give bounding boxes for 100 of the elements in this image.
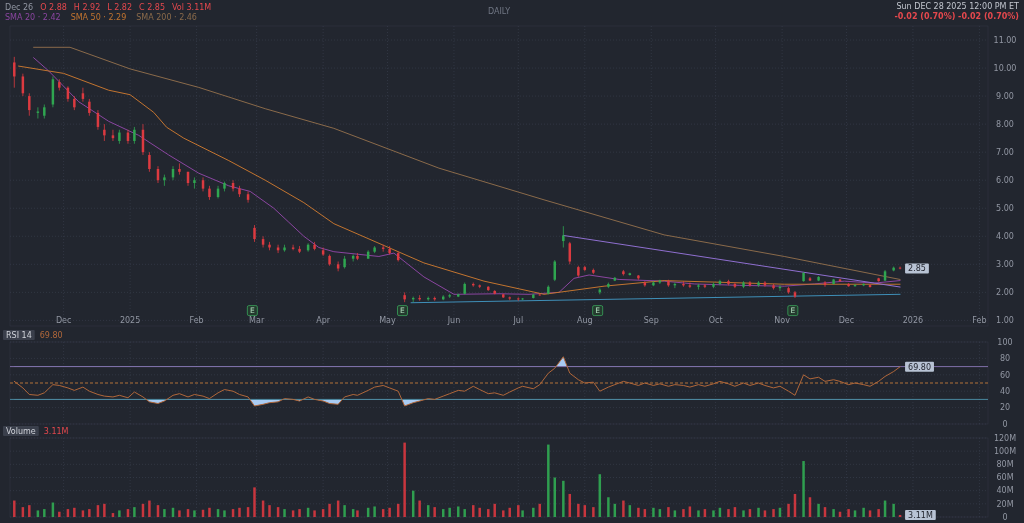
bar — [622, 500, 625, 517]
x-tick-label: Apr — [316, 316, 331, 325]
y-tick-label: 20M — [996, 499, 1014, 509]
bar — [223, 510, 226, 517]
chart-title: DAILY — [487, 7, 511, 16]
bar — [607, 497, 610, 517]
bar — [253, 487, 256, 517]
x-tick-label: Jun — [446, 316, 461, 325]
bar — [388, 507, 391, 517]
bar — [847, 509, 850, 517]
y-tick-label: 1.00 — [996, 316, 1014, 326]
y-tick-label: 0 — [1002, 419, 1008, 429]
bar — [592, 507, 595, 517]
x-tick-label: Aug — [576, 316, 593, 325]
x-tick-label: Feb — [189, 316, 204, 325]
y-tick-label: 7.00 — [996, 147, 1014, 157]
text: Dec 26 — [5, 3, 34, 12]
bar — [448, 507, 451, 517]
bar — [103, 503, 106, 517]
y-tick-label: 100 — [997, 337, 1013, 347]
bar — [472, 505, 475, 517]
bar — [487, 509, 490, 517]
x-tick-label: Nov — [774, 316, 791, 325]
bar — [238, 507, 241, 517]
bar — [13, 500, 16, 517]
y-tick-label: 60 — [999, 370, 1011, 380]
x-tick-label: Sep — [643, 316, 659, 325]
bar — [298, 509, 301, 517]
bar — [712, 510, 715, 517]
bar — [862, 507, 865, 517]
x-tick-label: Mar — [249, 316, 265, 325]
bar — [418, 500, 421, 517]
x-tick-label: 2026 — [902, 316, 924, 325]
text: H 2.92 — [73, 3, 101, 12]
y-tick-label: 20 — [999, 403, 1011, 413]
bar — [697, 510, 700, 517]
bar — [517, 505, 520, 517]
y-tick-label: 80M — [996, 460, 1014, 470]
bar — [532, 507, 535, 517]
bar — [88, 509, 91, 517]
y-tick-label: 80 — [999, 354, 1011, 364]
candlestick — [703, 283, 707, 289]
bar — [817, 503, 820, 517]
text: 69.80 — [39, 331, 63, 340]
candlestick — [862, 282, 865, 287]
candlestick — [28, 92, 31, 117]
candlestick — [321, 247, 325, 257]
bar — [133, 507, 136, 517]
bar — [58, 511, 61, 517]
candlestick — [103, 123, 106, 142]
bar — [652, 507, 655, 517]
bar — [343, 505, 346, 517]
bar — [118, 510, 121, 517]
candlestick — [291, 244, 295, 251]
bar — [356, 510, 359, 517]
bar — [502, 510, 505, 517]
x-tick-label: Dec — [838, 316, 855, 325]
y-tick-label: 2.00 — [996, 288, 1014, 298]
bar — [877, 509, 880, 517]
bar — [521, 510, 524, 517]
bar — [163, 509, 166, 517]
bar — [577, 503, 580, 517]
candlestick — [682, 280, 685, 288]
candlestick — [178, 162, 181, 175]
candlestick — [838, 278, 842, 283]
candlestick — [898, 266, 902, 270]
y-tick-label: 0 — [1002, 512, 1008, 522]
y-tick-label: 6.00 — [996, 176, 1014, 186]
y-tick-label: 9.00 — [996, 91, 1014, 101]
candlestick — [697, 283, 700, 290]
y-tick-label: 10.00 — [993, 63, 1017, 73]
text: -0.02 (0.70%) -0.02 (0.70%) — [894, 12, 1019, 21]
x-tick-label: Oct — [708, 316, 723, 325]
bar — [508, 507, 511, 517]
text: Vol 3.11M — [172, 3, 212, 12]
bar — [757, 507, 760, 517]
bar — [772, 509, 775, 517]
candlestick — [193, 177, 196, 190]
candlestick — [433, 296, 436, 302]
bar — [682, 509, 685, 517]
y-tick-label: 60M — [996, 473, 1014, 483]
text: 3.11M — [43, 427, 69, 436]
text: SMA 20 · 2.42 — [5, 13, 61, 22]
bar — [493, 503, 496, 517]
candlestick — [336, 261, 340, 272]
bar — [478, 507, 481, 517]
bar — [787, 503, 790, 517]
x-tick-label: Dec — [55, 316, 72, 325]
text: O 2.88 — [40, 3, 67, 12]
bar — [73, 507, 76, 517]
bar — [637, 507, 640, 517]
bar — [892, 503, 895, 517]
bar — [403, 442, 406, 517]
y-tick-label: 100M — [993, 446, 1017, 456]
bar — [727, 509, 730, 517]
bar — [373, 506, 376, 517]
bar — [547, 444, 550, 517]
candlestick — [562, 225, 565, 248]
candlestick — [688, 282, 692, 289]
bar — [742, 510, 745, 517]
